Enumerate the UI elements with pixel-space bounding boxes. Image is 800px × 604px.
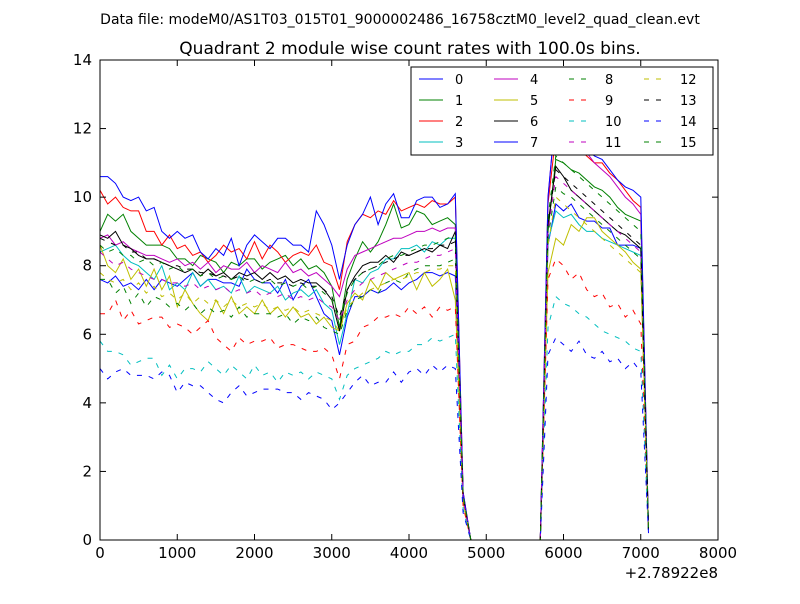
legend-label-13: 13 [680,94,697,109]
legend-label-9: 9 [605,94,613,109]
x-tick-label: 8000 [699,544,737,562]
legend-box [410,66,714,156]
x-tick-label: 1000 [158,544,196,562]
y-tick-label: 6 [82,325,92,343]
series-line-3 [99,209,649,541]
y-tick-label: 2 [82,462,92,480]
series-line-9 [100,258,649,541]
legend-label-3: 3 [455,136,463,151]
plot-area [99,110,649,541]
legend-label-1: 1 [455,94,463,109]
legend-label-8: 8 [605,73,613,88]
series-line-13 [99,168,649,541]
legend-label-6: 6 [530,115,538,130]
legend-label-4: 4 [530,73,538,88]
y-tick-label: 0 [82,531,92,549]
y-tick-label: 4 [82,394,92,412]
legend-label-11: 11 [605,136,622,151]
legend-label-7: 7 [530,136,538,151]
legend-label-14: 14 [680,115,697,130]
series-line-14 [99,336,649,541]
legend-label-15: 15 [680,136,697,151]
legend-label-10: 10 [605,115,622,130]
y-tick-label: 12 [73,120,92,138]
series-line-10 [99,295,649,541]
series-line-12 [99,196,649,541]
figure-header: Data file: modeM0/AS1T03_015T01_90000024… [100,12,700,28]
x-tick-label: 5000 [467,544,505,562]
legend-label-5: 5 [530,94,538,109]
legend-label-2: 2 [455,115,463,130]
series-line-11 [99,175,649,541]
axes: 0 1000 2000 3000 4000 5000 6000 7000 80000246810… [73,51,737,562]
x-tick-label: 6000 [544,544,582,562]
y-tick-label: 8 [82,257,92,275]
series-line-15 [99,154,649,541]
x-tick-label: 7000 [622,544,660,562]
y-tick-label: 10 [73,188,92,206]
x-tick-label: 3000 [313,544,351,562]
series-line-0 [99,203,649,541]
chart-title: Quadrant 2 module wise count rates with … [179,39,640,59]
y-tick-label: 14 [73,51,92,69]
series-line-5 [99,217,649,541]
x-tick-label: 0 [95,544,105,562]
x-offset-label: +2.78922e8 [625,564,718,582]
x-tick-label: 2000 [235,544,273,562]
x-tick-label: 4000 [390,544,428,562]
legend-label-12: 12 [680,73,697,88]
legend-label-0: 0 [455,73,463,88]
